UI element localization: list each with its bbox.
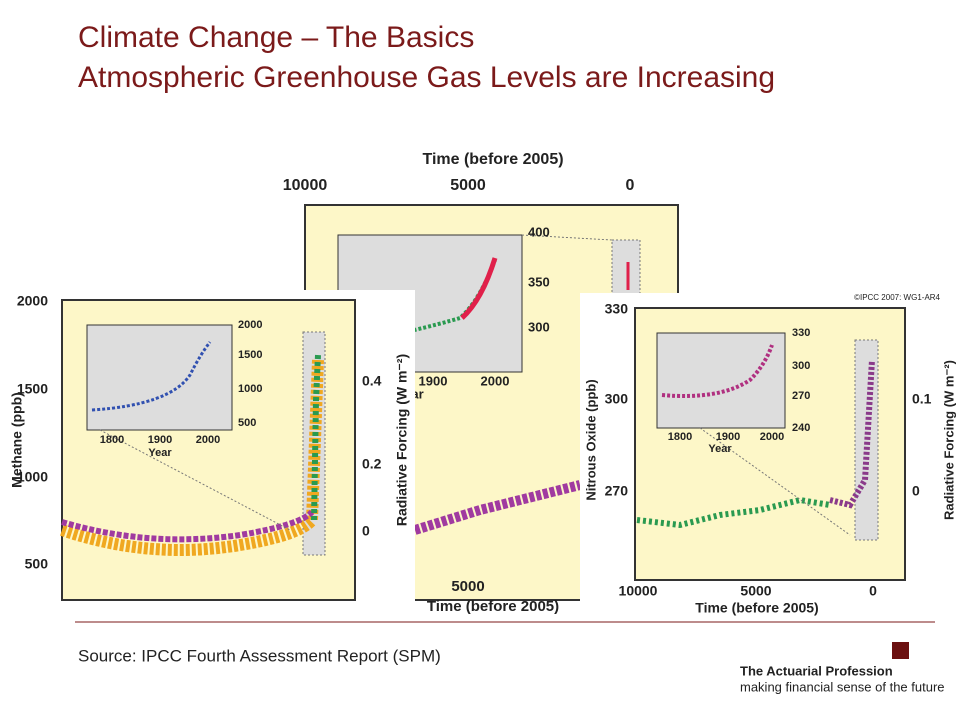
curve xyxy=(311,354,321,521)
curve xyxy=(60,359,324,556)
tick-label: 1500 xyxy=(17,381,48,397)
tick-label: 2000 xyxy=(196,434,220,446)
tick-label: 0.1 xyxy=(912,391,932,407)
tick-label: 330 xyxy=(605,301,629,317)
axis-label: Radiative Forcing (W m⁻²) xyxy=(941,360,956,520)
axis-label: Time (before 2005) xyxy=(695,600,818,616)
strip xyxy=(854,339,879,541)
curve xyxy=(829,359,875,509)
nitrous-figure: ©IPCC 2007: WG1-AR4 Nitrous Oxide (ppb) 33… xyxy=(580,293,960,616)
tick-label: 1000 xyxy=(17,469,48,485)
tick-label: 2000 xyxy=(760,431,784,443)
tick-label: 0 xyxy=(869,583,877,599)
tick-label: 5000 xyxy=(450,177,486,194)
tick-label: 300 xyxy=(792,360,810,372)
tick-label: 1800 xyxy=(100,434,124,446)
footer: Source: IPCC Fourth Assessment Report (S… xyxy=(78,646,945,694)
tick-label: 1900 xyxy=(716,431,740,443)
tick-label: 10000 xyxy=(619,583,658,599)
axis-label: Nitrous Oxide (ppb) xyxy=(583,379,598,500)
axis-label: Time (before 2005) xyxy=(427,598,559,615)
source: Source: IPCC Fourth Assessment Report (S… xyxy=(78,646,441,665)
axis-label: Time (before 2005) xyxy=(422,151,563,168)
tick-label: 0.4 xyxy=(362,373,382,389)
curve xyxy=(460,257,498,320)
curve xyxy=(413,480,582,535)
tick-label: 2000 xyxy=(481,373,510,388)
tick-label: 240 xyxy=(792,422,810,434)
curve xyxy=(636,496,831,529)
curve xyxy=(661,344,774,398)
axis-label: Year xyxy=(148,447,172,459)
tick-label: 1900 xyxy=(419,373,448,388)
tick-label: 300 xyxy=(528,319,550,334)
tick-label: 1000 xyxy=(238,383,262,395)
tick-label: 350 xyxy=(528,274,550,289)
tick-label: 400 xyxy=(528,224,550,239)
logo-square xyxy=(892,642,909,659)
tick-label: 5000 xyxy=(451,578,484,595)
tick-label: 270 xyxy=(605,483,629,499)
tagline: making financial sense of the future xyxy=(740,679,945,694)
tick-label: 500 xyxy=(25,556,49,572)
slide-title: Climate Change – The Basics xyxy=(78,21,475,54)
methane-figure: Methane (ppb) 2000 1500 1000 500 Radiative Fo… xyxy=(0,290,415,605)
tick-label: 1800 xyxy=(668,431,692,443)
inset xyxy=(656,332,786,429)
tick-label: 10000 xyxy=(283,177,328,194)
tick-label: 270 xyxy=(792,390,810,402)
connector xyxy=(521,234,613,241)
tick-label: 5000 xyxy=(740,583,771,599)
inset xyxy=(86,324,233,431)
tick-label: 500 xyxy=(238,417,256,429)
tick-label: 1500 xyxy=(238,349,262,361)
tick-label: 300 xyxy=(605,391,629,407)
tick-label: 2000 xyxy=(17,293,48,309)
tick-label: 0 xyxy=(626,177,635,194)
org-name: The Actuarial Profession xyxy=(740,663,893,678)
copyright: ©IPCC 2007: WG1-AR4 xyxy=(854,293,940,302)
tick-label: 330 xyxy=(792,327,810,339)
slide-subtitle: Atmospheric Greenhouse Gas Levels are In… xyxy=(78,61,776,94)
axis-label: Radiative Forcing (W m⁻²) xyxy=(394,354,410,526)
tick-label: 2000 xyxy=(238,319,262,331)
tick-label: 0 xyxy=(912,483,920,499)
tick-label: 0 xyxy=(362,523,370,539)
curve xyxy=(61,509,315,543)
curve xyxy=(91,341,212,412)
tick-label: 0.2 xyxy=(362,456,382,472)
tick-label: 1900 xyxy=(148,434,172,446)
axis-label: Methane (ppb) xyxy=(9,392,25,488)
axis-label: Year xyxy=(708,443,732,455)
connector xyxy=(699,427,851,536)
